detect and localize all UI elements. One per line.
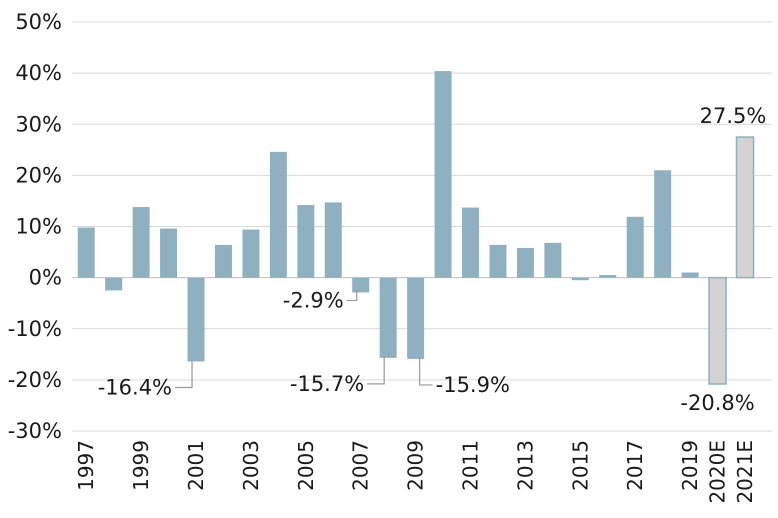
leader-line: [419, 356, 433, 386]
x-tick-label: 1997: [74, 440, 98, 491]
bar-2021E: [735, 136, 755, 279]
data-label: -2.9%: [283, 288, 344, 312]
bar-1997: [77, 227, 95, 278]
bar-2002: [214, 244, 232, 278]
bar-2019: [681, 272, 699, 278]
bar-2007: [352, 277, 370, 293]
y-tick-label: 30%: [15, 112, 62, 136]
bar-2012: [489, 244, 507, 278]
leader-line: [175, 359, 193, 389]
x-tick-label: 2001: [184, 440, 208, 491]
bar-2015: [571, 277, 589, 281]
x-tick-label: 2017: [623, 440, 647, 491]
bar-2003: [242, 229, 260, 278]
bar-1999: [132, 207, 150, 278]
data-labels: -16.4% -2.9% -15.7% -15.9% -20.8% 27.5%: [98, 104, 767, 415]
leader-line: [367, 355, 385, 385]
leader-line: [346, 290, 358, 302]
y-tick-label: -30%: [8, 419, 62, 443]
bar-2005: [297, 205, 315, 278]
bar-2010: [434, 71, 452, 278]
bar-2011: [462, 207, 480, 278]
x-tick-label: 1999: [129, 440, 153, 491]
bar-2006: [324, 202, 342, 278]
data-label: 27.5%: [700, 104, 767, 128]
x-tick-label: 2020E: [706, 440, 730, 504]
x-axis-ticks: 1997 1999 2001 2003 2005 2007 2009 2011 2013 2015…: [74, 440, 757, 504]
bar-2008: [379, 277, 397, 358]
bar-2016: [599, 275, 617, 278]
x-tick-label: 2019: [678, 440, 702, 491]
x-tick-label: 2011: [459, 440, 483, 491]
bar-2001: [187, 277, 205, 362]
x-tick-label: 2013: [513, 440, 537, 491]
bar-2020E: [708, 276, 727, 385]
y-tick-label: 20%: [15, 163, 62, 187]
bar-2000: [160, 228, 178, 278]
y-tick-label: -10%: [8, 317, 62, 341]
x-tick-label: 2015: [568, 440, 592, 491]
y-tick-label: -20%: [8, 368, 62, 392]
x-tick-label: 2021E: [733, 440, 757, 504]
x-tick-label: 2003: [239, 440, 263, 491]
x-tick-label: 2007: [349, 440, 373, 491]
label-leaders: [175, 290, 433, 389]
y-axis-ticks: -30% -20% -10% 0% 10% 20% 30% 40% 50%: [8, 10, 62, 443]
bars: [77, 71, 755, 385]
data-label: -15.9%: [436, 373, 510, 397]
data-label: -16.4%: [98, 375, 172, 399]
data-label: -20.8%: [680, 391, 754, 415]
bar-2004: [269, 151, 287, 278]
y-tick-label: 50%: [15, 10, 62, 34]
bar-2013: [516, 247, 534, 278]
bar-2017: [626, 216, 644, 278]
bar-2014: [544, 242, 562, 278]
bar-2009: [407, 277, 425, 359]
y-tick-label: 40%: [15, 61, 62, 85]
bar-1998: [105, 277, 123, 291]
x-tick-label: 2005: [294, 440, 318, 491]
bar-2018: [654, 170, 672, 278]
y-tick-label: 10%: [15, 215, 62, 239]
y-tick-label: 0%: [29, 266, 62, 290]
data-label: -15.7%: [290, 372, 364, 396]
x-tick-label: 2009: [404, 440, 428, 491]
